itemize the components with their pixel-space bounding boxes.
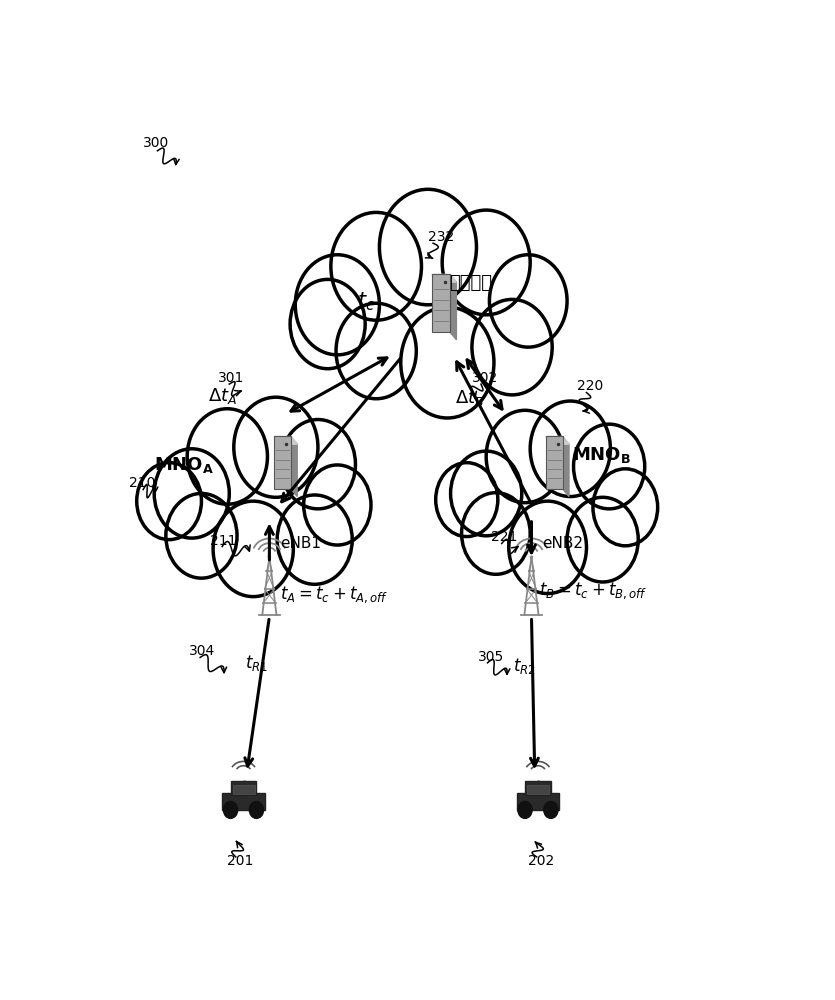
Circle shape — [296, 255, 379, 355]
Circle shape — [518, 801, 532, 818]
Text: 云服务器: 云服务器 — [449, 274, 493, 292]
Text: 302: 302 — [472, 371, 498, 385]
Circle shape — [331, 212, 422, 320]
Polygon shape — [563, 436, 569, 497]
Text: 232: 232 — [428, 230, 454, 244]
Bar — [230, 781, 256, 795]
Text: $t_c$: $t_c$ — [357, 290, 375, 313]
Bar — [525, 781, 551, 795]
Text: 210: 210 — [129, 476, 155, 490]
Circle shape — [213, 501, 293, 597]
Text: $t_{R1}$: $t_{R1}$ — [245, 653, 268, 673]
Circle shape — [166, 493, 237, 578]
Circle shape — [234, 397, 318, 497]
Bar — [222, 793, 265, 810]
Text: $\Delta t_A$: $\Delta t_A$ — [208, 386, 237, 406]
Polygon shape — [274, 436, 297, 444]
Text: 300: 300 — [144, 136, 170, 150]
Circle shape — [250, 801, 264, 818]
Circle shape — [509, 501, 586, 594]
Circle shape — [277, 495, 352, 584]
Circle shape — [544, 801, 558, 818]
Bar — [517, 793, 559, 810]
Text: eNB2: eNB2 — [542, 536, 583, 551]
Text: $\Delta t_B$: $\Delta t_B$ — [455, 388, 484, 408]
Text: 301: 301 — [218, 371, 244, 385]
Bar — [274, 436, 291, 489]
Polygon shape — [291, 436, 297, 497]
Circle shape — [154, 449, 230, 538]
Circle shape — [304, 465, 371, 545]
Circle shape — [187, 409, 267, 504]
Bar — [432, 274, 450, 332]
Text: 201: 201 — [227, 854, 254, 868]
Text: 221: 221 — [491, 530, 518, 544]
Circle shape — [379, 189, 477, 305]
Circle shape — [224, 801, 238, 818]
Text: $t_A = t_c + t_{A,off}$: $t_A = t_c + t_{A,off}$ — [281, 584, 389, 605]
Bar — [546, 436, 563, 489]
Text: $t_{R2}$: $t_{R2}$ — [514, 656, 536, 676]
Text: $\mathbf{MNO_A}$: $\mathbf{MNO_A}$ — [154, 455, 214, 475]
Text: eNB1: eNB1 — [281, 536, 321, 551]
Circle shape — [281, 420, 356, 509]
Circle shape — [443, 210, 530, 315]
Circle shape — [137, 463, 201, 540]
Circle shape — [462, 493, 530, 574]
Circle shape — [593, 469, 658, 546]
Text: 220: 220 — [577, 378, 603, 392]
Circle shape — [574, 424, 645, 509]
Circle shape — [336, 303, 417, 399]
Circle shape — [401, 307, 494, 418]
Circle shape — [290, 279, 365, 369]
Polygon shape — [546, 436, 569, 444]
Circle shape — [451, 451, 522, 536]
Text: $\mathbf{MNO_B}$: $\mathbf{MNO_B}$ — [572, 445, 630, 465]
Circle shape — [472, 299, 552, 395]
Circle shape — [567, 497, 638, 582]
Circle shape — [486, 410, 564, 503]
Text: $t_B = t_c + t_{B,off}$: $t_B = t_c + t_{B,off}$ — [539, 580, 648, 601]
Text: 211: 211 — [210, 534, 236, 548]
Polygon shape — [450, 274, 457, 340]
Circle shape — [530, 401, 610, 497]
Text: 202: 202 — [529, 854, 554, 868]
Bar — [232, 785, 255, 794]
Text: 305: 305 — [478, 650, 504, 664]
Circle shape — [489, 255, 567, 347]
Bar — [527, 785, 549, 794]
Polygon shape — [432, 274, 457, 282]
Text: 304: 304 — [189, 644, 215, 658]
Circle shape — [436, 463, 498, 537]
